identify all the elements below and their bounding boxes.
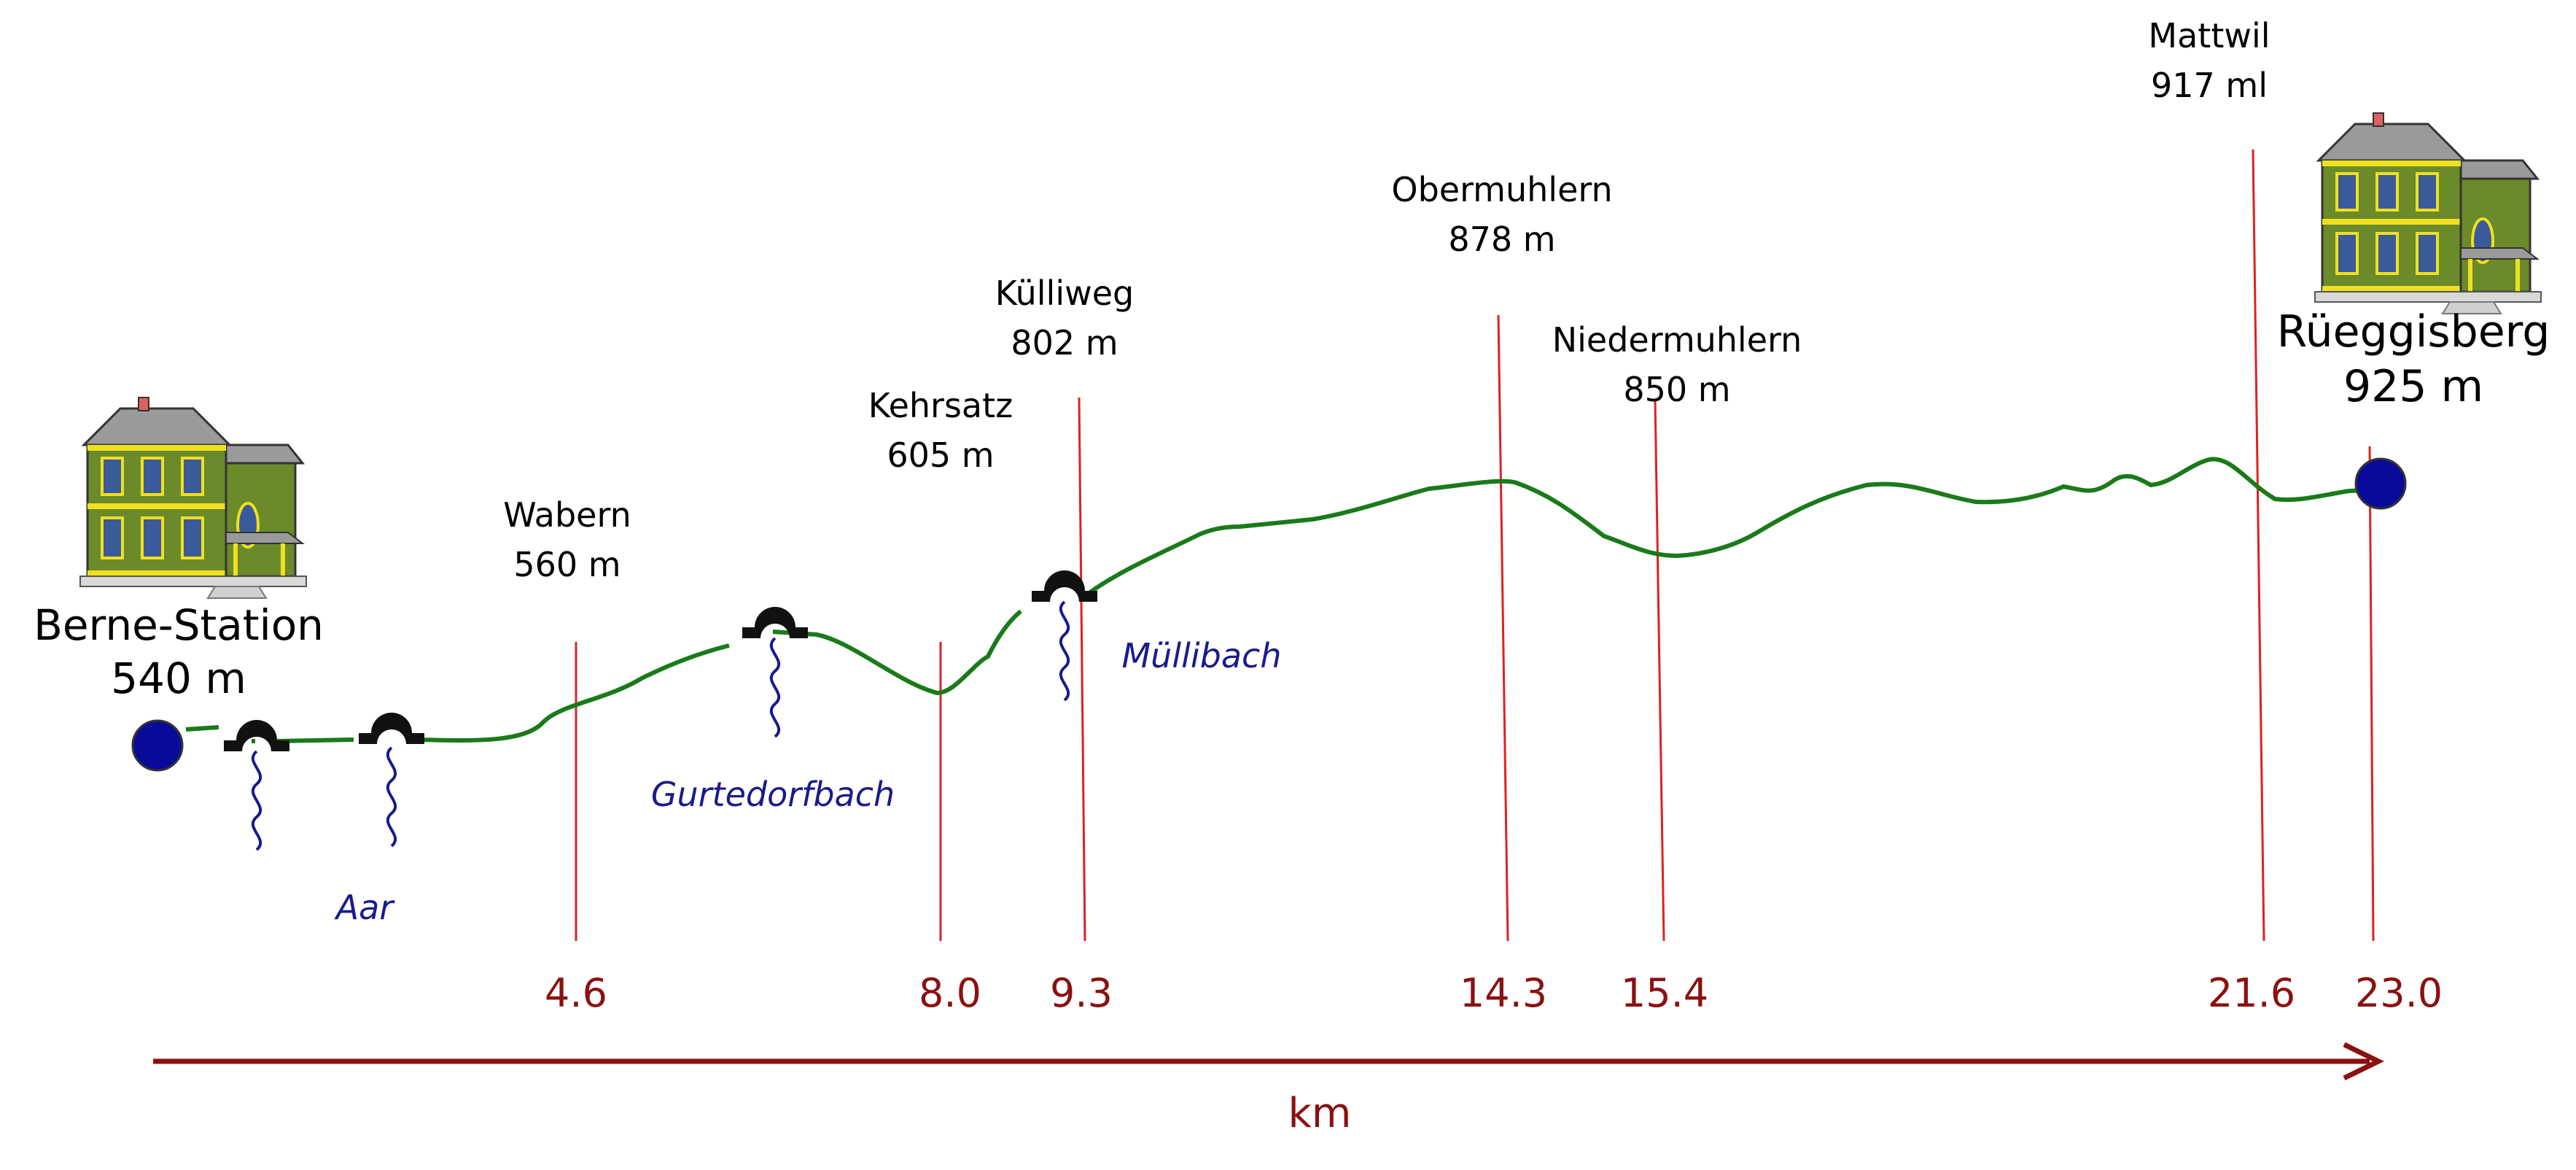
waypoint-altitude-kulliweg: 802 m xyxy=(1011,323,1118,363)
km-label-rueggisberg: 23.0 xyxy=(2355,970,2443,1016)
km-label-kehrsatz: 8.0 xyxy=(919,970,981,1016)
waypoint-altitude-wabern: 560 m xyxy=(513,545,620,584)
bridge-icon xyxy=(1032,570,1097,602)
river-icon xyxy=(769,637,781,738)
house-icon xyxy=(2314,112,2542,315)
waypoint-name-obermuhlern: Obermuhlern xyxy=(1391,170,1612,209)
waypoint-name-niedermuhlern: Niedermuhlern xyxy=(1552,320,1802,360)
end-point-marker xyxy=(2354,457,2407,510)
waypoint-name-kulliweg: Külliweg xyxy=(995,274,1135,313)
waypoint-name-wabern: Wabern xyxy=(503,495,631,535)
end-name: Rüeggisberg xyxy=(2277,306,2550,357)
waypoint-altitude-kehrsatz: 605 m xyxy=(887,435,994,475)
start-altitude: 540 m xyxy=(111,654,246,703)
river-icon xyxy=(251,750,262,851)
start-name: Berne-Station xyxy=(34,600,324,650)
km-label-mattwil: 21.6 xyxy=(2208,970,2295,1016)
waypoint-altitude-obermuhlern: 878 m xyxy=(1448,220,1555,259)
marker-line-kulliweg xyxy=(1078,397,1086,942)
km-label-wabern: 4.6 xyxy=(545,970,607,1016)
house-icon xyxy=(79,396,308,600)
km-axis-label: km xyxy=(1288,1090,1352,1137)
km-label-niedermuhlern: 15.4 xyxy=(1621,970,1708,1016)
km-label-kulliweg: 9.3 xyxy=(1050,970,1113,1016)
waypoint-name-kehrsatz: Kehrsatz xyxy=(868,386,1013,425)
river-label-gurtedorfbach: Gurtedorfbach xyxy=(651,775,895,814)
marker-line-obermuhlern xyxy=(1497,314,1509,942)
river-label-mullibach: Müllibach xyxy=(1121,636,1281,675)
river-icon xyxy=(1059,600,1070,702)
elevation-profile-line xyxy=(185,457,2380,743)
waypoint-name-mattwil: Mattwil xyxy=(2148,16,2270,55)
bridge-icon xyxy=(359,713,424,744)
end-altitude: 925 m xyxy=(2343,361,2483,412)
marker-line-niedermuhlern xyxy=(1654,399,1665,942)
waypoint-altitude-niedermuhlern: 850 m xyxy=(1623,370,1730,409)
km-label-obermuhlern: 14.3 xyxy=(1460,970,1547,1016)
km-axis-arrowhead xyxy=(2343,1042,2384,1081)
river-label-aar: Aar xyxy=(334,888,396,927)
waypoint-altitude-mattwil: 917 ml xyxy=(2151,66,2268,105)
marker-line-mattwil xyxy=(2252,149,2265,942)
river-icon xyxy=(386,746,397,848)
marker-line-rueggisberg xyxy=(2368,446,2375,942)
start-point-marker xyxy=(131,719,184,772)
bridge-icon xyxy=(224,720,289,751)
